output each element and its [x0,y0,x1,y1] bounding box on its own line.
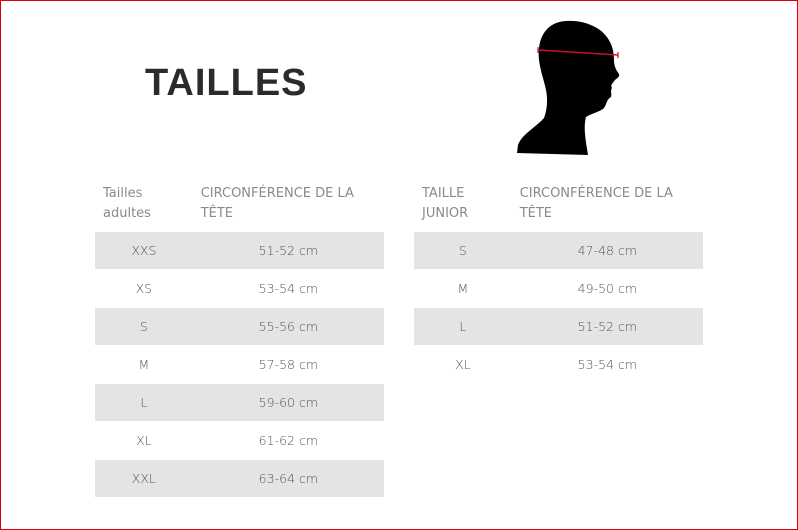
circumference-cell: 51-52 cm [192,232,384,270]
size-cell: L [414,307,512,346]
adult-size-header: Tailles adultes [103,186,151,221]
table-row: L 59-60 cm [95,383,384,422]
circumference-cell: 59-60 cm [192,383,384,422]
table-row: S 55-56 cm [95,307,384,346]
size-cell: S [414,232,512,270]
table-row: XL 61-62 cm [95,421,384,460]
size-cell: XL [414,345,512,384]
head-silhouette [517,20,620,155]
size-cell: M [95,345,193,384]
size-cell: XXL [95,459,193,498]
junior-size-table: TAILLE JUNIOR CIRCONFÉRENCE DE LA TÊTE S… [414,180,703,384]
table-row: XXS 51-52 cm [95,232,384,270]
table-row: S 47-48 cm [414,232,703,270]
circumference-cell: 47-48 cm [511,232,703,270]
circumference-cell: 63-64 cm [192,459,384,498]
table-row: XXL 63-64 cm [95,459,384,498]
table-row: M 49-50 cm [414,269,703,308]
size-cell: M [414,269,512,308]
adult-circumference-header: CIRCONFÉRENCE DE LA TÊTE [200,186,354,221]
size-cell: XS [95,269,193,308]
table-row: L 51-52 cm [414,307,703,346]
circumference-cell: 53-54 cm [511,345,703,384]
page-title: TAILLES [145,62,308,104]
circumference-cell: 55-56 cm [192,307,384,346]
circumference-cell: 49-50 cm [511,269,703,308]
circumference-cell: 61-62 cm [192,421,384,460]
junior-size-header: TAILLE JUNIOR [422,186,469,221]
size-cell: S [95,307,193,346]
table-row: M 57-58 cm [95,345,384,384]
circumference-cell: 51-52 cm [511,307,703,346]
circumference-cell: 53-54 cm [192,269,384,308]
measure-line [537,49,619,56]
adult-size-table: Tailles adultes CIRCONFÉRENCE DE LA TÊTE… [95,180,384,498]
circumference-cell: 57-58 cm [192,345,384,384]
table-row: XS 53-54 cm [95,269,384,308]
junior-circumference-header: CIRCONFÉRENCE DE LA TÊTE [519,186,673,221]
size-cell: XL [95,421,193,460]
size-cell: L [95,383,193,422]
table-row: XL 53-54 cm [414,345,703,384]
head-circumference-silhouette-icon [517,20,620,155]
size-cell: XXS [95,232,193,270]
